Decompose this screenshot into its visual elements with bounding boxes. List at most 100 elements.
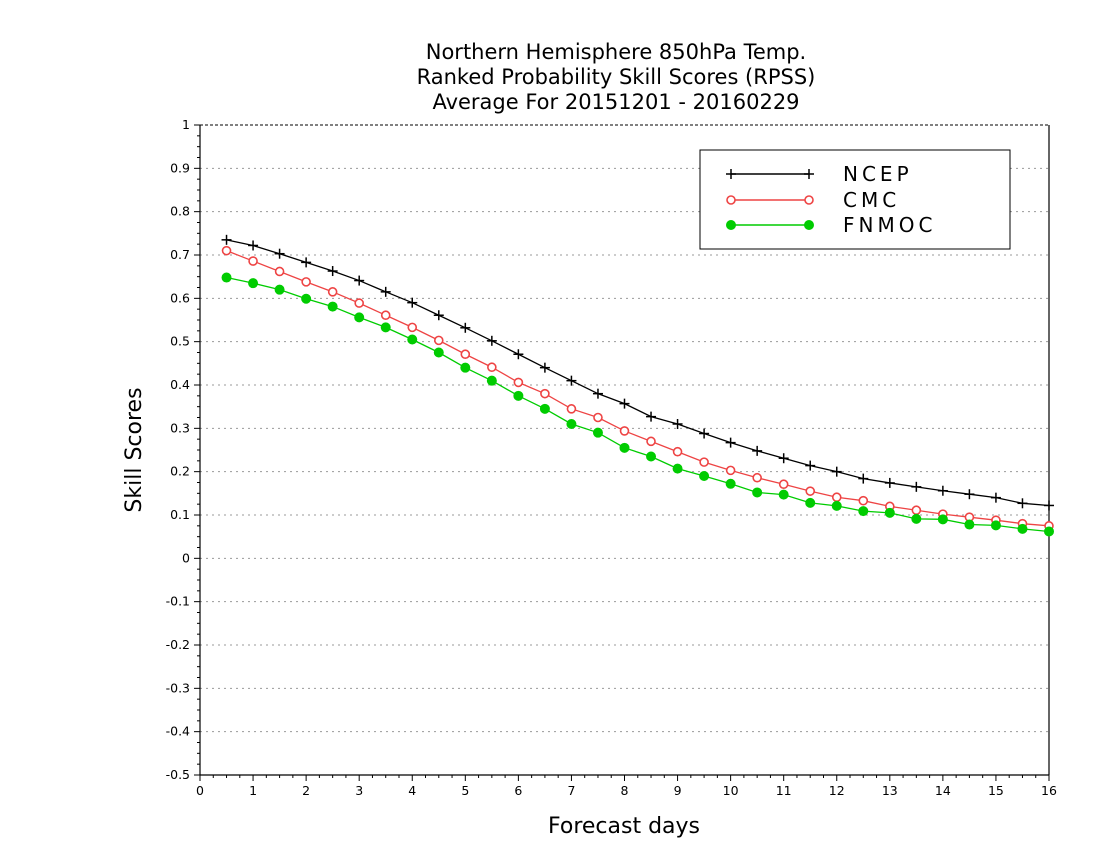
data-point-fnmoc [221,272,232,283]
legend-marker-ncep [726,169,736,179]
data-point-cmc [699,457,709,467]
data-point-fnmoc [460,362,471,373]
data-point-cmc [752,472,762,483]
data-point-ncep [513,349,524,360]
x-tick-label: 1 [249,783,257,798]
data-point-ncep [990,492,1001,503]
series-fnmoc [221,272,1054,537]
y-tick-label: 0.7 [170,247,190,262]
data-point-fnmoc [858,506,869,517]
legend-marker-cmc [726,195,736,205]
legend-label-ncep: NCEP [843,162,913,186]
data-point-fnmoc [990,520,1001,531]
title-line-2: Ranked Probability Skill Scores (RPSS) [417,65,816,89]
data-point-cmc [911,505,922,516]
data-point-cmc [460,349,471,360]
x-tick-label: 2 [302,783,310,798]
data-point-fnmoc [725,478,736,489]
data-point-ncep [831,466,842,477]
legend-item-ncep: NCEP [726,162,913,186]
data-point-ncep [725,437,736,448]
x-axis-label: Forecast days [548,814,700,839]
data-point-ncep [1044,500,1054,511]
x-tick-label: 8 [621,783,629,798]
data-point-cmc [221,245,232,256]
legend-marker-ncep [804,169,814,179]
data-point-fnmoc [433,347,444,358]
data-point-fnmoc [1017,523,1028,534]
data-point-fnmoc [592,427,603,438]
legend-item-cmc: CMC [726,188,896,212]
data-point-ncep [433,310,444,321]
data-point-cmc [831,492,842,503]
y-tick-label: 0.3 [170,420,190,435]
data-point-fnmoc [486,375,497,386]
data-point-fnmoc [327,301,338,312]
series-line-cmc [226,250,1050,527]
x-tick-label: 7 [567,783,575,798]
data-point-cmc [407,322,418,333]
data-point-fnmoc [805,497,816,508]
x-tick-label: 9 [674,783,682,798]
legend-item-fnmoc: FNMOC [726,213,932,237]
legend-marker-fnmoc [804,220,814,230]
data-point-ncep [407,297,418,308]
data-point-ncep [486,335,497,346]
data-point-ncep [911,481,922,492]
data-point-fnmoc [672,463,683,474]
data-point-fnmoc [619,442,630,453]
data-point-fnmoc [513,390,524,401]
data-point-cmc [619,426,630,436]
data-point-cmc [646,436,656,447]
series-cmc [221,245,1054,531]
x-tick-label: 13 [882,783,898,798]
data-point-cmc [593,412,603,423]
data-point-cmc [487,362,497,373]
data-point-ncep [964,489,975,500]
data-point-cmc [540,388,550,399]
data-point-ncep [327,266,338,277]
data-point-cmc [672,446,683,457]
y-tick-label: -0.5 [166,767,190,782]
data-point-ncep [539,362,550,373]
data-point-fnmoc [566,419,577,429]
title-line-3: Average For 20151201 - 20160229 [432,90,799,114]
x-tick-label: 10 [723,783,739,798]
data-point-ncep [752,445,763,456]
series-lines [221,234,1054,537]
x-tick-label: 16 [1041,783,1057,798]
data-point-ncep [354,275,365,286]
legend-marker-cmc [804,195,814,205]
data-point-ncep [1017,498,1028,509]
x-tick-label: 0 [196,783,204,798]
data-point-ncep [805,460,816,471]
data-point-ncep [221,234,232,245]
x-tick-label: 3 [355,783,363,798]
data-point-fnmoc [539,403,550,414]
data-point-fnmoc [778,489,789,500]
data-point-cmc [301,277,311,287]
x-tick-label: 6 [514,783,522,798]
data-point-ncep [858,473,869,484]
data-point-fnmoc [884,507,895,518]
data-point-fnmoc [831,500,842,511]
x-tick-label: 4 [408,783,416,798]
data-point-fnmoc [248,278,259,289]
y-tick-label: 1 [182,117,190,132]
y-tick-label: 0.1 [170,507,190,522]
data-point-fnmoc [646,451,657,462]
data-point-cmc [274,266,285,277]
y-tick-label: 0.4 [170,377,190,392]
data-point-cmc [566,404,577,414]
data-point-ncep [937,485,948,496]
data-point-fnmoc [407,334,418,345]
y-tick-label: -0.3 [166,680,190,695]
data-point-ncep [380,286,391,297]
data-point-fnmoc [937,514,948,525]
x-tick-label: 14 [935,783,951,798]
data-point-ncep [274,248,285,259]
y-tick-label: -0.2 [166,637,190,652]
data-point-ncep [884,477,895,488]
data-point-ncep [619,398,630,409]
